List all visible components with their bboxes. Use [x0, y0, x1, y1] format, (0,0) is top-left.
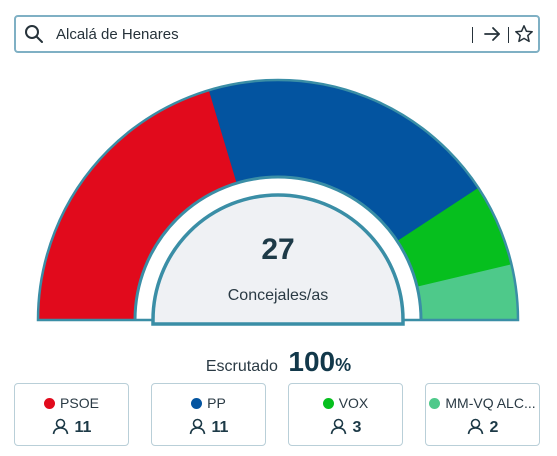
party-seats: 3 — [352, 419, 362, 436]
hemicycle-chart — [36, 78, 520, 326]
party-card-pp[interactable]: PP 11 — [151, 383, 266, 446]
party-cards: PSOE 11 PP 11 VOX 3 MM-VQ ALC... 2 — [14, 383, 544, 448]
center-panel — [151, 193, 405, 326]
separator — [508, 27, 509, 43]
scrutiny-value: 100 — [288, 346, 336, 377]
party-seats: 11 — [211, 419, 229, 436]
search-bar[interactable] — [14, 15, 540, 53]
person-icon — [52, 418, 68, 435]
party-card-psoe[interactable]: PSOE 11 — [14, 383, 129, 446]
star-icon[interactable] — [514, 24, 534, 44]
party-name: MM-VQ ALC... — [445, 395, 536, 411]
party-card-vox[interactable]: VOX 3 — [288, 383, 403, 446]
person-icon — [189, 418, 205, 435]
party-name: PSOE — [60, 395, 99, 411]
total-seats: 27 — [261, 233, 295, 266]
party-color-dot — [429, 398, 441, 409]
party-seats: 2 — [489, 419, 499, 436]
scrutiny-label: Escrutado — [205, 358, 278, 375]
scrutiny: Escrutado 100% — [0, 346, 557, 378]
party-seats: 11 — [74, 419, 92, 436]
party-name: VOX — [338, 395, 369, 411]
seats-label: Concejales/as — [227, 287, 329, 304]
person-icon — [330, 418, 346, 435]
search-icon[interactable] — [24, 24, 44, 44]
party-color-dot — [322, 398, 334, 409]
party-name: PP — [207, 395, 226, 411]
party-card-mm-vq[interactable]: MM-VQ ALC... 2 — [425, 383, 540, 446]
hemicycle-outline — [36, 78, 520, 322]
party-color-dot — [191, 398, 203, 409]
search-input[interactable] — [56, 22, 456, 46]
scrutiny-unit: % — [335, 355, 352, 375]
party-color-dot — [44, 398, 56, 409]
person-icon — [467, 418, 483, 435]
arrow-right-icon[interactable] — [482, 24, 502, 44]
separator — [472, 27, 473, 43]
